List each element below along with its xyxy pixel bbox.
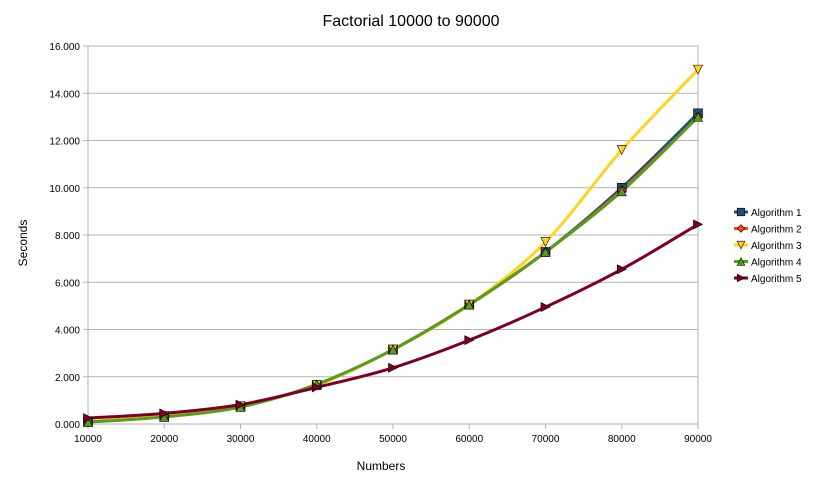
data-point-algorithm-4 — [83, 416, 93, 427]
legend-marker — [736, 224, 746, 233]
data-point-algorithm-4 — [693, 111, 703, 122]
y-tick-label: 4.000 — [55, 326, 80, 337]
y-tick-label: 14.000 — [49, 89, 80, 100]
series-line-algorithm-1 — [86, 111, 700, 424]
y-tick-label: 0.000 — [55, 420, 80, 431]
x-tick-label: 40000 — [303, 434, 331, 445]
series-line-algorithm-4 — [86, 115, 700, 424]
x-tick-label: 60000 — [455, 434, 483, 445]
data-point-algorithm-5 — [83, 413, 94, 424]
data-point-algorithm-3 — [693, 64, 703, 75]
y-tick-label: 2.000 — [55, 373, 80, 384]
x-axis-label: Numbers — [357, 459, 406, 473]
legend-entry-algorithm-1: Algorithm 1 — [751, 208, 802, 219]
chart-title: Factorial 10000 to 90000 — [322, 13, 499, 30]
legend-marker — [736, 207, 746, 217]
y-axis-label: Seconds — [16, 220, 30, 267]
legend-marker — [736, 257, 746, 266]
data-point-algorithm-3 — [540, 237, 551, 248]
data-point-algorithm-4 — [464, 299, 475, 310]
data-point-algorithm-5 — [540, 302, 551, 313]
series-group — [86, 68, 700, 424]
x-tick-label: 10000 — [74, 434, 102, 445]
x-tick-label: 50000 — [379, 434, 407, 445]
y-tick-label: 12.000 — [49, 137, 80, 148]
data-point-algorithm-5 — [388, 362, 399, 373]
legend-marker — [736, 273, 746, 283]
y-tick-label: 10.000 — [49, 184, 80, 195]
legend: Algorithm 1 Algorithm 2 Algorithm 3 Algorit… — [734, 207, 802, 285]
data-point-algorithm-5 — [235, 399, 246, 410]
legend-entry-algorithm-2: Algorithm 2 — [751, 225, 802, 236]
y-tick-label: 6.000 — [55, 278, 80, 289]
legend-entry-algorithm-4: Algorithm 4 — [751, 258, 802, 269]
axes: 0.000 2.000 4.000 6.000 8.000 10.000 12.000 14.… — [49, 42, 712, 445]
x-tick-label: 20000 — [150, 434, 178, 445]
data-point-algorithm-3 — [616, 145, 627, 156]
x-tick-label: 30000 — [227, 434, 255, 445]
data-point-algorithm-4 — [616, 186, 627, 197]
markers-group — [83, 64, 704, 427]
x-tick-label: 70000 — [532, 434, 560, 445]
x-tick-label: 90000 — [684, 434, 712, 445]
data-point-algorithm-4 — [388, 344, 398, 355]
data-point-algorithm-5 — [311, 382, 322, 393]
series-line-algorithm-5 — [86, 222, 700, 420]
legend-entry-algorithm-3: Algorithm 3 — [751, 241, 802, 252]
data-point-algorithm-5 — [159, 408, 170, 419]
data-point-algorithm-5 — [693, 219, 704, 230]
data-point-algorithm-5 — [464, 335, 475, 346]
y-tick-label: 16.000 — [49, 42, 80, 53]
data-point-algorithm-5 — [616, 264, 627, 275]
legend-marker — [736, 240, 746, 250]
data-point-algorithm-4 — [540, 246, 551, 257]
x-tick-label: 80000 — [608, 434, 636, 445]
legend-entry-algorithm-5: Algorithm 5 — [751, 274, 802, 285]
series-line-algorithm-2 — [86, 115, 700, 424]
y-tick-label: 8.000 — [55, 231, 80, 242]
